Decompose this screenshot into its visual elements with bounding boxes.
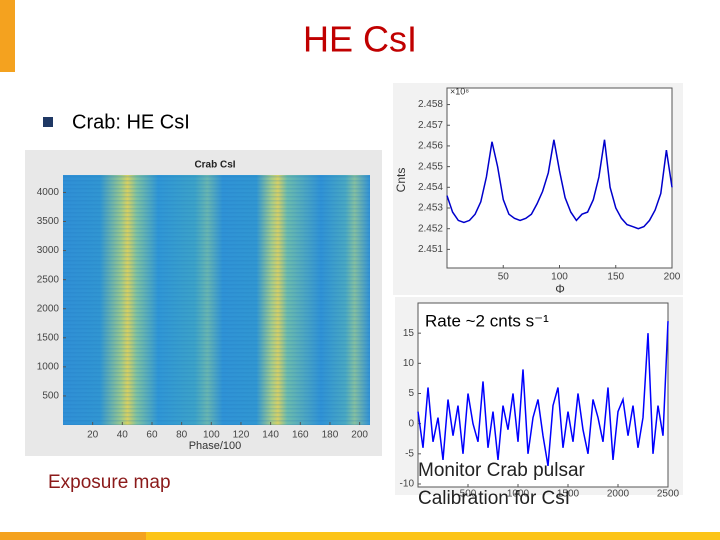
y-tick-label: 3000 bbox=[37, 245, 60, 256]
plot-frame bbox=[417, 302, 669, 488]
y-tick-label: 3500 bbox=[37, 216, 60, 227]
y-tick-label: 2.453 bbox=[418, 203, 443, 214]
x-tick-label: 200 bbox=[351, 430, 368, 441]
x-tick-label: 150 bbox=[607, 272, 624, 283]
x-tick-label: 140 bbox=[262, 430, 279, 441]
y-tick-label: -5 bbox=[405, 448, 414, 459]
y-tick-label: 5 bbox=[408, 388, 414, 399]
x-tick-label: 200 bbox=[664, 272, 681, 283]
caption: Exposure map bbox=[48, 472, 171, 493]
x-tick-label: 160 bbox=[292, 430, 309, 441]
data-line bbox=[417, 321, 669, 467]
y-axis-label: Cnts bbox=[394, 168, 408, 193]
x-tick-label: 50 bbox=[498, 272, 510, 283]
y-tick-label: 1500 bbox=[37, 332, 60, 343]
x-tick-label: 1000 bbox=[507, 489, 530, 500]
y-tick-label: 2.452 bbox=[418, 223, 443, 234]
y-tick-label: 2.457 bbox=[418, 120, 443, 131]
y-tick-label: 15 bbox=[403, 328, 415, 339]
x-tick-label: 20 bbox=[87, 430, 99, 441]
x-tick-label: 100 bbox=[203, 430, 220, 441]
y-tick-label: 10 bbox=[403, 358, 415, 369]
x-tick-label: 180 bbox=[322, 430, 339, 441]
y-tick-label: 2.455 bbox=[418, 161, 443, 172]
heatmap-title: Crab CsI bbox=[194, 160, 235, 171]
footer-bar bbox=[0, 532, 146, 540]
x-tick-label: 2500 bbox=[657, 489, 680, 500]
y-tick-label: 2.451 bbox=[418, 244, 443, 255]
data-line bbox=[446, 139, 673, 230]
accent-bar bbox=[0, 0, 15, 72]
axis-multiplier: ×10⁸ bbox=[450, 86, 469, 96]
bullet-text: Crab: HE CsI bbox=[72, 111, 190, 133]
bullet-marker bbox=[43, 117, 53, 127]
y-tick-label: 2.458 bbox=[418, 99, 443, 110]
y-tick-label: -10 bbox=[400, 479, 415, 490]
x-tick-label: 1500 bbox=[557, 489, 580, 500]
y-tick-label: 2.454 bbox=[418, 182, 443, 193]
y-tick-label: 500 bbox=[42, 391, 59, 402]
x-tick-label: 40 bbox=[117, 430, 129, 441]
x-axis-label: Φ bbox=[555, 282, 565, 296]
y-tick-label: 2.456 bbox=[418, 141, 443, 152]
x-tick-label: 500 bbox=[460, 489, 477, 500]
heatmap-texture bbox=[63, 175, 370, 425]
slide-title: HE CsI bbox=[303, 19, 417, 60]
x-tick-label: 80 bbox=[176, 430, 188, 441]
x-tick-label: 60 bbox=[146, 430, 158, 441]
y-tick-label: 4000 bbox=[37, 187, 60, 198]
x-axis-label: Phase/100 bbox=[189, 440, 242, 452]
plot-frame bbox=[446, 87, 673, 269]
y-tick-label: 0 bbox=[408, 418, 414, 429]
x-tick-label: 120 bbox=[233, 430, 250, 441]
caption: Monitor Crab pulsar bbox=[418, 460, 586, 481]
y-tick-label: 2500 bbox=[37, 274, 60, 285]
footer-bar bbox=[146, 532, 720, 540]
rate-label: Rate ~2 cnts s⁻¹ bbox=[425, 311, 549, 330]
x-tick-label: 2000 bbox=[607, 489, 630, 500]
x-tick-label: 100 bbox=[551, 272, 568, 283]
y-tick-label: 2000 bbox=[37, 303, 60, 314]
caption: Calibration for CsI bbox=[418, 488, 570, 509]
y-tick-label: 1000 bbox=[37, 362, 60, 373]
